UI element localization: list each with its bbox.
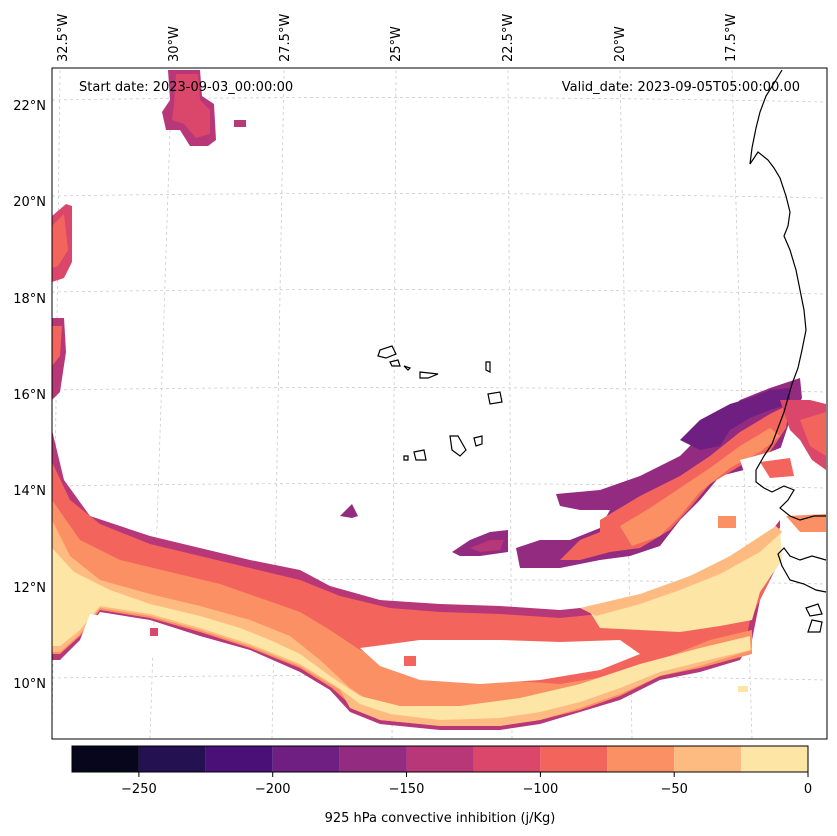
island-santa-luzia [403, 365, 412, 371]
lon-label-0: 32.5°W [56, 14, 71, 62]
colorbar-segment-10 [741, 746, 808, 772]
island-boa-vista [487, 391, 503, 405]
africa-coast-south [777, 547, 827, 593]
contour-west-strip-upper-inner [52, 214, 68, 268]
cin-contours [52, 70, 826, 730]
colorbar-segment-2 [205, 746, 273, 772]
island-sal [485, 361, 491, 373]
colorbar-segment-4 [339, 746, 407, 772]
colorbar-segment-7 [540, 746, 608, 772]
contour-speck-red [404, 656, 416, 666]
lat-label-4: 14°N [13, 484, 46, 499]
contour-gap-south-central [360, 640, 640, 684]
contour-speck-southwest [150, 628, 158, 636]
colorbar-tick-label-3: −100 [523, 782, 559, 797]
contour-speck-east [738, 686, 748, 692]
parallel-10n [52, 675, 827, 681]
lat-label-0: 22°N [13, 99, 46, 114]
island-sao-nicolau [419, 371, 439, 379]
lon-label-2: 27.5°W [278, 14, 293, 62]
contour-ne-band-red [560, 404, 790, 560]
island-maio [473, 435, 483, 447]
parallel-14n [52, 483, 827, 489]
latitude-labels: 22°N 20°N 18°N 16°N 14°N 12°N 10°N [13, 99, 46, 692]
contour-ne-band-purple [680, 388, 790, 450]
africa-coastline [749, 69, 826, 521]
longitude-labels: 32.5°W 30°W 27.5°W 25°W 22.5°W 20°W 17.5… [56, 14, 739, 62]
contour-north-blob-inner [172, 74, 210, 138]
lat-label-1: 20°N [13, 195, 46, 210]
island-santiago [449, 435, 467, 457]
lon-label-1: 30°W [167, 26, 182, 62]
contour-gap-southwest [80, 614, 176, 660]
lon-label-5: 20°W [613, 26, 628, 62]
valid-date-label: Valid_date: 2023-09-05T05:00:00.00 [562, 80, 800, 95]
colorbar-tick-label-0: −250 [121, 782, 157, 797]
contour-north-speck [234, 120, 246, 127]
colorbar-title: 925 hPa convective inhibition (j/Kg) [325, 811, 556, 826]
island-santo-antao [377, 345, 397, 359]
colorbar-segment-6 [473, 746, 541, 772]
contour-blob-14n-25w [340, 504, 358, 518]
lat-label-3: 16°N [13, 388, 46, 403]
colorbar-tick-label-1: −200 [255, 782, 291, 797]
parallel-22n [52, 97, 827, 103]
colorbar-segment-0 [72, 746, 139, 772]
contour-east-pale-tongue [590, 528, 782, 632]
colorbar-segment-9 [674, 746, 742, 772]
map-frame [51, 67, 828, 740]
parallel-18n [52, 289, 827, 295]
coastlines [377, 69, 827, 633]
contour-speck-east-2 [718, 516, 736, 528]
colorbar-ticks [138, 772, 809, 777]
contour-west-strip-lower-inner [52, 326, 62, 366]
lat-label-2: 18°N [13, 292, 46, 307]
contour-east-pale-tongue-edge [580, 526, 782, 616]
bijagos-islands [805, 603, 823, 633]
start-date-label: Start date: 2023-09-03_00:00:00 [79, 80, 293, 95]
colorbar-tick-label-5: 0 [804, 782, 812, 797]
lat-label-5: 12°N [13, 581, 46, 596]
contour-ne-band-coast-inner [800, 412, 826, 456]
colorbar-segments [72, 746, 808, 772]
colorbar-segment-5 [406, 746, 474, 772]
island-brava [403, 455, 409, 461]
colorbar-tick-label-4: −50 [660, 782, 687, 797]
colorbar-segment-3 [272, 746, 340, 772]
contour-ne-band-orange [620, 428, 780, 546]
lat-label-6: 10°N [13, 677, 46, 692]
contour-ne-band-white-gap [740, 440, 812, 478]
colorbar: −250 −200 −150 −100 −50 0 925 hPa convec… [71, 745, 812, 826]
lon-label-6: 17.5°W [724, 14, 739, 62]
island-fogo [413, 449, 427, 461]
colorbar-frame [71, 745, 809, 773]
lon-label-3: 25°W [389, 26, 404, 62]
contour-coast-speck [760, 458, 794, 478]
colorbar-segment-1 [138, 746, 206, 772]
island-sao-vicente [389, 359, 401, 367]
parallel-16n [52, 387, 827, 393]
contour-blob-12n-22w-inner [470, 540, 504, 552]
parallel-20n [52, 193, 827, 199]
colorbar-segment-8 [607, 746, 675, 772]
colorbar-tick-label-2: −150 [389, 782, 425, 797]
lon-label-4: 22.5°W [501, 14, 516, 62]
